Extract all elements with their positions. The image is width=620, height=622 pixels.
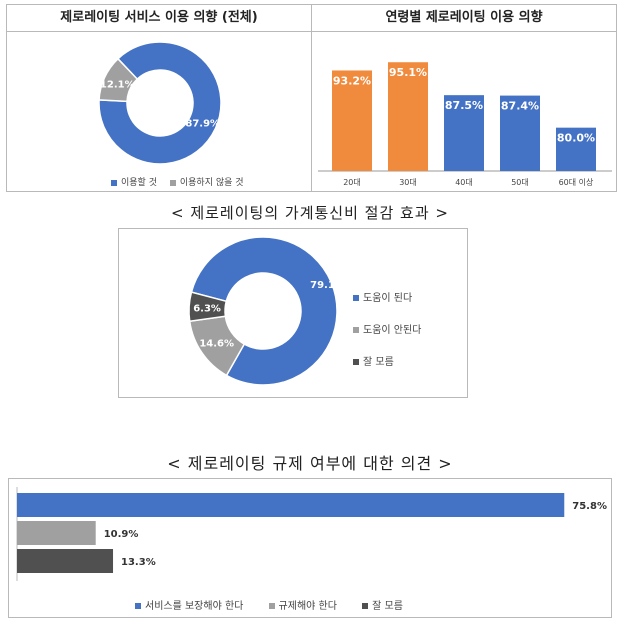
legend-swatch-helpful [353,295,359,301]
legend-item-guarantee: 서비스를 보장해야 한다 [135,597,243,612]
regulation-bar-0 [17,493,565,517]
age-usage-value-label-4: 80.0% [557,132,595,145]
regulation-value-label-0: 75.8% [572,501,607,512]
age-usage-bar-3 [500,95,540,171]
savings-donut: 79.1% 14.6% 6.3% [188,236,345,386]
legend-item-not-use: 이용하지 않을 것 [169,175,244,188]
legend-item-use: 이용할 것 [111,175,157,188]
savings-value-label-1: 14.6% [199,338,234,349]
age-usage-tick-label-0: 20대 [343,178,361,187]
usage-intent-value-label-1: 12.1% [100,79,135,90]
regulation-value-label-2: 13.3% [121,557,156,568]
legend-item-dont-know: 잘 모름 [362,597,403,612]
usage-intent-slice-0 [98,41,222,165]
legend-swatch-not-helpful [353,327,359,333]
legend-swatch-guarantee [135,603,141,609]
age-usage-tick-label-1: 30대 [399,178,417,187]
age-usage-title: 연령별 제로레이팅 이용 의향 [312,5,616,32]
legend-label-not-use: 이용하지 않을 것 [179,178,244,188]
legend-swatch-regulate [268,603,275,609]
age-usage-value-label-0: 93.2% [333,74,371,87]
legend-label-unknown: 잘 모름 [363,357,394,368]
legend-item-regulate: 규제해야 한다 [268,597,337,612]
savings-slice-2 [188,291,228,323]
age-usage-bar-0 [332,70,372,171]
legend-label-helpful: 도움이 된다 [363,293,413,304]
age-usage-bar-2 [444,95,484,171]
age-usage-tick-label-3: 50대 [511,178,529,187]
age-usage-bar-chart: 93.2% 20대 95.1% 30대 87.5% 40대 87.4% 50대 80.0% 60대… [318,62,612,187]
age-usage-value-label-2: 87.5% [445,99,483,112]
usage-intent-panel: 제로레이팅 서비스 이용 의향 (전체) 87.9% 12.1% 이용할 것 이용… [6,4,312,192]
legend-label-use: 이용할 것 [121,178,157,188]
savings-slice-0 [190,236,338,386]
savings-value-label-2: 6.3% [193,304,221,315]
age-usage-tick-label-2: 40대 [455,178,473,187]
usage-intent-donut: 87.9% 12.1% [98,41,222,165]
usage-intent-title: 제로레이팅 서비스 이용 의향 (전체) [7,5,311,32]
regulation-bar-1 [17,521,96,545]
age-usage-bar-1 [388,62,428,171]
legend-swatch-unknown [353,359,359,365]
legend-swatch-dont-know [362,603,369,609]
legend-item-not-helpful: 도움이 안된다 [353,321,421,336]
legend-label-not-helpful: 도움이 안된다 [363,325,422,336]
savings-value-label-0: 79.1% [310,280,345,291]
usage-intent-slice-1 [98,57,139,103]
regulation-bar-chart: 75.8% 10.9% 13.3% [16,487,607,581]
legend-label-guarantee: 서비스를 보장해야 한다 [145,601,244,612]
legend-label-regulate: 규제해야 한다 [278,601,337,612]
regulation-caption: < 제로레이팅 규제 여부에 대한 의견 > [167,454,453,473]
savings-panel: 79.1% 14.6% 6.3% 도움이 된다 도움이 안된다 잘 모름 [118,228,468,398]
age-usage-bar-4 [556,127,596,171]
legend-item-helpful: 도움이 된다 [353,289,421,304]
usage-intent-value-label-0: 87.9% [185,119,220,130]
usage-intent-legend: 이용할 것 이용하지 않을 것 [111,175,254,188]
legend-swatch-not-use [169,179,176,186]
legend-swatch-use [111,179,117,186]
regulation-bar-2 [17,549,114,573]
regulation-value-label-1: 10.9% [104,529,139,540]
savings-legend: 도움이 된다 도움이 안된다 잘 모름 [353,289,431,385]
age-usage-value-label-3: 87.4% [501,100,539,113]
legend-label-dont-know: 잘 모름 [372,601,403,612]
age-usage-tick-label-4: 60대 이상 [559,177,594,187]
age-usage-value-label-1: 95.1% [389,66,427,79]
legend-item-unknown: 잘 모름 [353,353,421,368]
age-usage-panel: 연령별 제로레이팅 이용 의향 93.2% 20대 95.1% 30대 87.5% 40대… [311,4,617,192]
savings-caption: < 제로레이팅의 가계통신비 절감 효과 > [171,204,449,222]
regulation-panel: 75.8% 10.9% 13.3% 서비스를 보장해야 한다 규제해야 한다 잘 모… [8,478,612,618]
regulation-legend: 서비스를 보장해야 한다 규제해야 한다 잘 모름 [135,597,413,612]
